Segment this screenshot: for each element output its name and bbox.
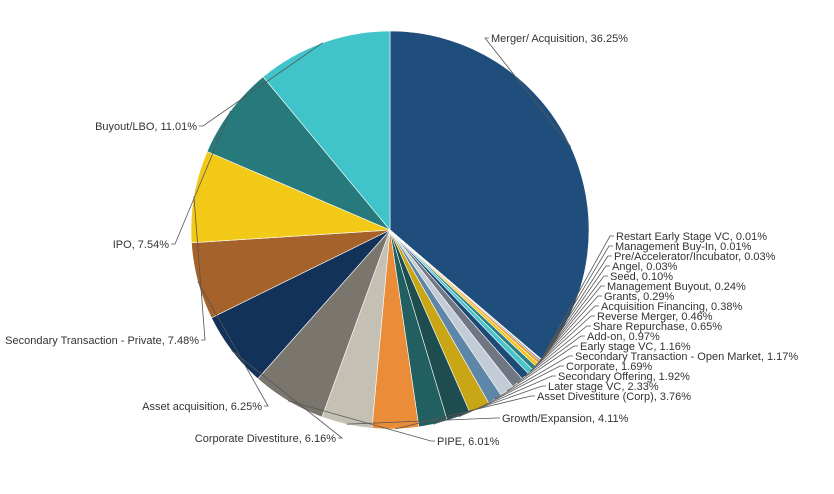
leader-line [199, 42, 323, 127]
leader-line [529, 315, 595, 372]
leader-line [538, 285, 605, 363]
leader-line [458, 375, 556, 418]
slice-label: Seed, 0.10% [610, 271, 673, 283]
leader-line [346, 417, 500, 425]
leader-line [539, 275, 608, 361]
slice-label: Management Buyout, 0.24% [607, 281, 746, 293]
leader-line [540, 235, 614, 360]
slice-label: Angel, 0.03% [612, 261, 678, 273]
pie-slice[interactable] [262, 30, 391, 231]
leader-line [197, 281, 269, 407]
slice-label: Asset acquisition, 6.25% [142, 401, 262, 413]
slice-label: Pre/Accelerator/Incubator, 0.03% [614, 251, 776, 263]
slice-label: Add-on, 0.97% [587, 331, 660, 343]
slice-label: Secondary Offering, 1.92% [558, 371, 690, 383]
slice-label: Secondary Transaction - Private, 7.48% [5, 335, 199, 347]
slice-label: Later stage VC, 2.33% [548, 381, 659, 393]
slice-label: Acquisition Financing, 0.38% [601, 301, 742, 313]
leader-line [506, 345, 578, 392]
leader-line [533, 305, 599, 368]
leader-line [540, 245, 613, 360]
leader-line [395, 395, 535, 430]
leader-line [484, 37, 572, 147]
slice-label: Secondary Transaction - Open Market, 1.1… [575, 351, 798, 363]
slice-label: Asset Divestiture (Corp), 3.76% [537, 391, 691, 403]
slice-label: Corporate, 1.69% [566, 361, 652, 373]
slice-label: Corporate Divestiture, 6.16% [195, 433, 336, 445]
leader-line [517, 335, 585, 384]
pie-slices [190, 30, 590, 430]
slice-label: Growth/Expansion, 4.11% [502, 413, 629, 425]
pie-slice[interactable] [206, 76, 391, 231]
slice-label: Restart Early Stage VC, 0.01% [616, 231, 767, 243]
slice-label: Management Buy-In, 0.01% [615, 241, 752, 253]
leader-line [540, 255, 612, 360]
slice-label: PIPE, 6.01% [437, 436, 500, 448]
leader-line [433, 385, 546, 425]
slice-label: Grants, 0.29% [604, 291, 675, 303]
slice-label: Early stage VC, 1.16% [580, 341, 691, 353]
data-labels: Merger/ Acquisition, 36.25% Restart Early… [5, 33, 798, 448]
leader-line [287, 400, 435, 442]
slice-label: Reverse Merger, 0.46% [597, 311, 713, 323]
leader-line [524, 325, 591, 377]
leader-line [494, 355, 573, 400]
slice-label: Buyout/LBO, 11.01% [95, 121, 197, 133]
leader-line [231, 350, 344, 439]
leader-line [536, 295, 602, 365]
slice-label: IPO, 7.54% [113, 239, 169, 251]
slice-label: Merger/ Acquisition, 36.25% [491, 33, 628, 45]
leader-line [479, 365, 564, 409]
leader-line [193, 196, 206, 341]
leader-line [171, 110, 231, 245]
slice-label: Share Repurchase, 0.65% [593, 321, 722, 333]
leader-line [540, 265, 610, 361]
leader-lines [171, 37, 614, 442]
